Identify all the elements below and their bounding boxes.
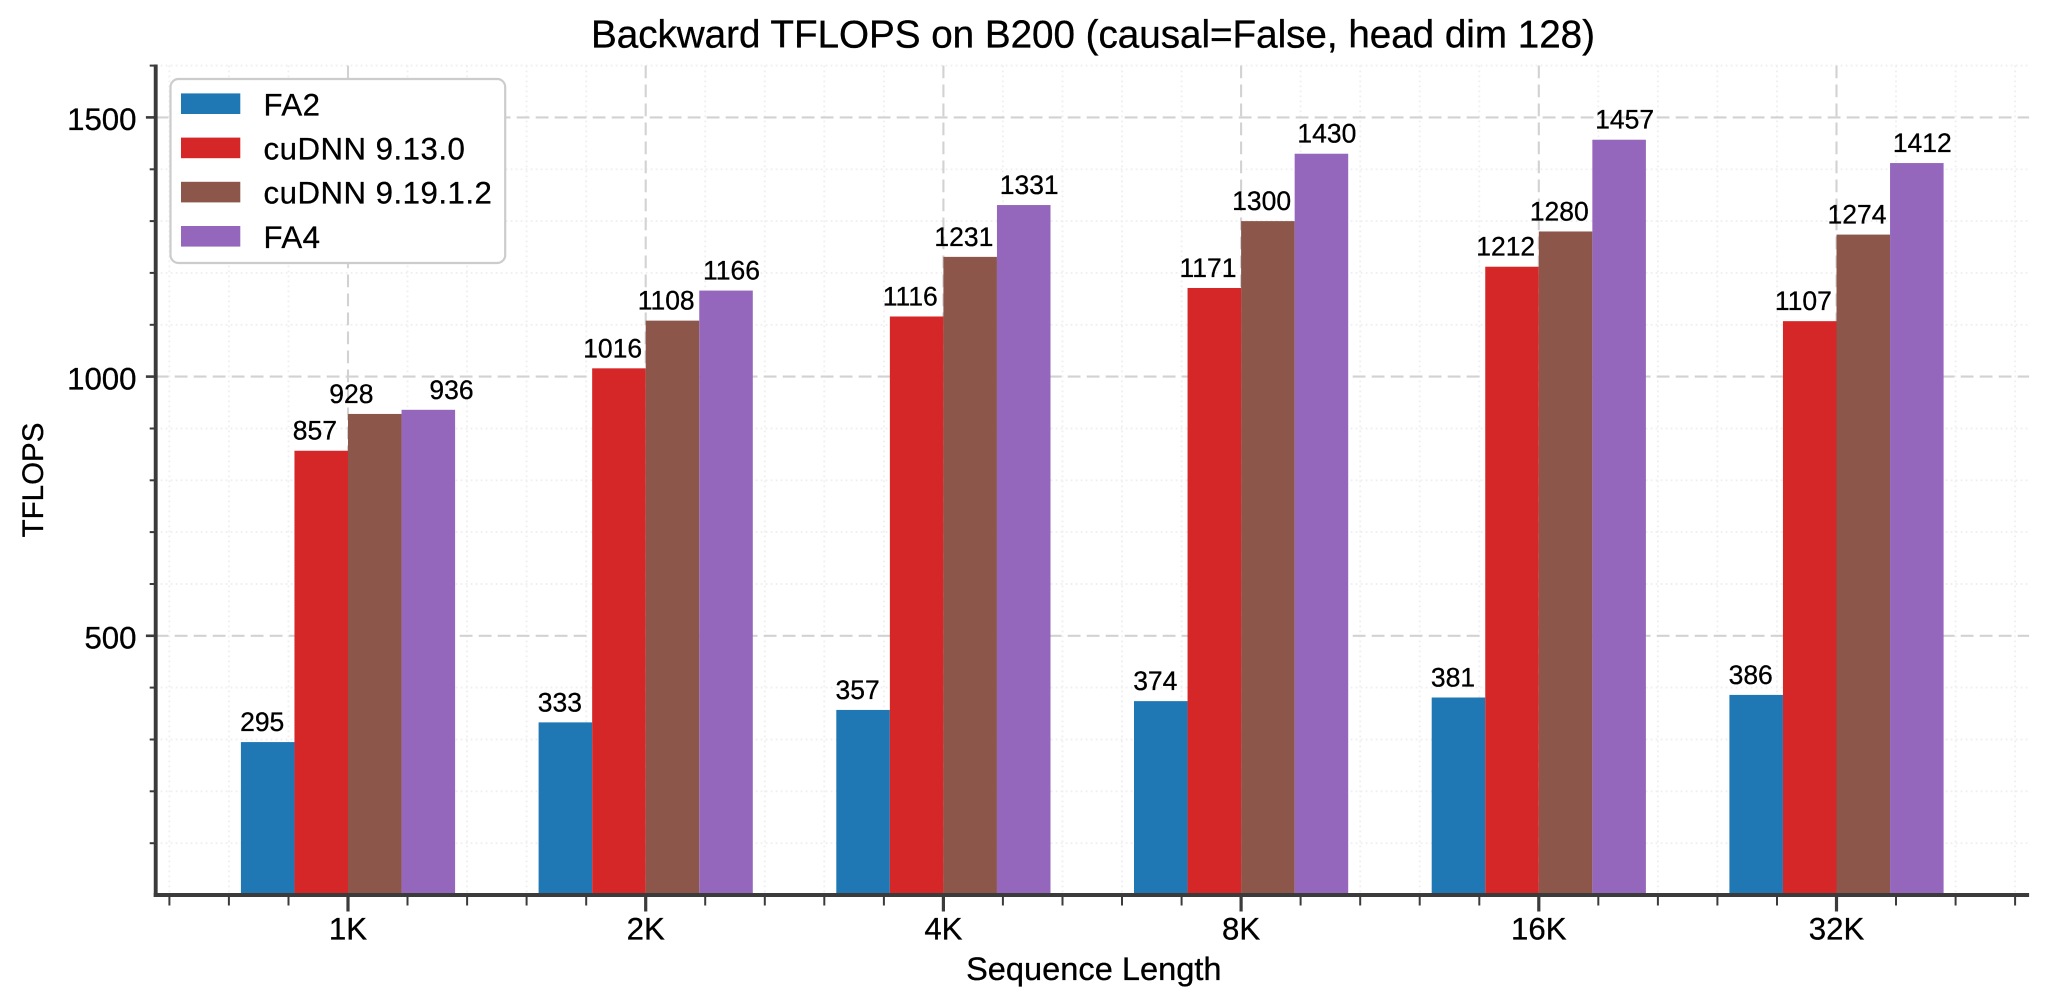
svg-text:4K: 4K [924,911,962,946]
svg-text:1107: 1107 [1775,286,1832,316]
svg-text:1000: 1000 [67,361,136,396]
svg-text:857: 857 [293,416,337,446]
svg-text:357: 357 [835,675,879,705]
svg-text:1016: 1016 [583,333,642,363]
svg-text:374: 374 [1133,666,1177,696]
svg-text:2K: 2K [627,911,665,946]
svg-text:1108: 1108 [638,286,695,316]
svg-text:1280: 1280 [1530,197,1589,227]
svg-text:1274: 1274 [1828,200,1887,230]
svg-text:1231: 1231 [934,222,993,252]
svg-text:Sequence Length: Sequence Length [966,950,1221,987]
svg-text:1K: 1K [329,911,367,946]
svg-text:1412: 1412 [1893,128,1952,158]
svg-text:8K: 8K [1222,911,1260,946]
svg-text:FA4: FA4 [264,220,321,255]
svg-text:1500: 1500 [67,102,136,137]
svg-text:500: 500 [84,621,136,656]
svg-text:386: 386 [1729,660,1773,690]
svg-text:cuDNN 9.13.0: cuDNN 9.13.0 [264,132,466,167]
svg-text:1430: 1430 [1297,119,1356,149]
svg-text:333: 333 [538,687,582,717]
svg-text:936: 936 [429,375,473,405]
svg-text:32K: 32K [1809,911,1865,946]
svg-text:1331: 1331 [1000,170,1059,200]
svg-text:16K: 16K [1511,911,1567,946]
svg-text:1116: 1116 [883,282,938,312]
svg-text:1171: 1171 [1180,253,1237,283]
svg-text:FA2: FA2 [264,87,321,122]
svg-text:Backward TFLOPS on B200 (causa: Backward TFLOPS on B200 (causal=False, h… [591,14,1595,57]
svg-text:1300: 1300 [1232,186,1291,216]
svg-text:295: 295 [240,707,284,737]
svg-text:1166: 1166 [703,256,760,286]
svg-text:928: 928 [329,379,373,409]
svg-text:TFLOPS: TFLOPS [17,423,50,538]
svg-text:1212: 1212 [1476,232,1535,262]
svg-text:381: 381 [1431,663,1475,693]
svg-text:cuDNN 9.19.1.2: cuDNN 9.19.1.2 [264,176,493,211]
svg-text:1457: 1457 [1595,105,1654,135]
